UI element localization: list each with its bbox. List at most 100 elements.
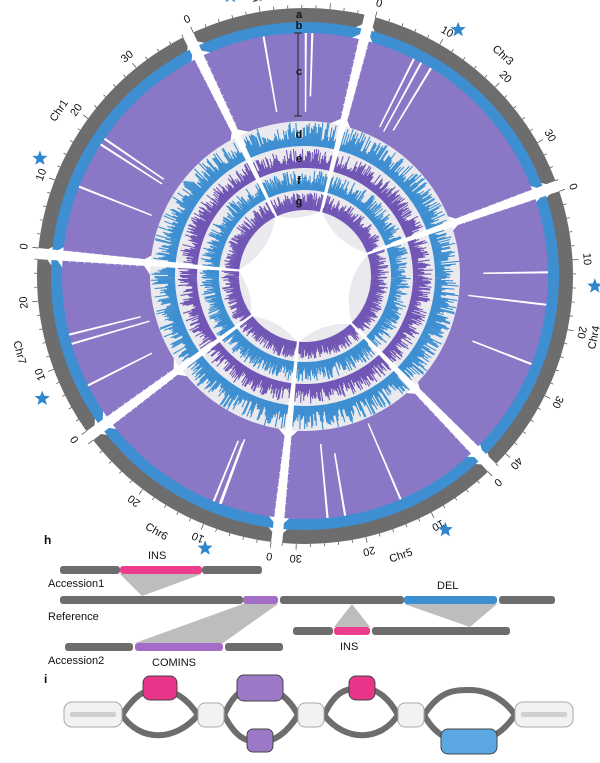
star-icon [450,21,466,37]
chromosome-chr4: 0 10 20 30 40 Chr4 [348,182,600,472]
tick-mark [357,10,359,14]
accession2-label: Accession2 [48,655,104,667]
track-d-bars [339,128,447,230]
tick-mark [164,504,167,508]
tick-mark [77,128,81,131]
tick-mark [119,470,122,474]
tick-mark [530,128,533,132]
tick-mark [418,518,421,522]
tick-mark [365,536,368,543]
node-deletion [440,728,498,755]
tick-mark [555,179,559,182]
track-f-bars [262,170,328,198]
tick-mark [405,524,408,528]
tick-mark [258,5,261,12]
track-f-bars [222,328,295,381]
tick-mark [217,19,220,23]
tick-label: 30 [289,552,302,564]
track-f-bars [200,182,267,268]
tick-label: 0 [18,243,31,250]
reference-label: Reference [48,611,99,623]
tick-mark [537,139,543,144]
tick-mark [169,41,172,45]
track-c-gap [333,453,347,516]
track-d-bars [292,370,410,430]
panel-i-label: i [44,672,47,686]
track-c-gap [100,143,163,185]
track-label-f: f [297,175,301,187]
tick-mark [550,382,554,385]
tick-mark [43,205,47,208]
track-c-gap [468,294,547,306]
track-c-gap [483,271,548,275]
circos-plot: 0102030Chr101020Chr20102030Chr3010203040… [10,0,600,565]
tick-mark [563,203,567,206]
track-d-bars [243,122,337,158]
accession-lower-segment-right [372,627,510,635]
tick-mark [68,407,72,410]
chromosome-label: Chr1 [48,98,71,124]
tick-mark [430,512,435,518]
tick-mark [42,342,46,344]
node-comins-bottom [246,728,274,753]
tick-mark [329,3,331,10]
accession2-segment-left [65,643,133,651]
panel-h-label: h [44,533,51,547]
comins-link [135,604,278,643]
tick-mark [451,49,454,52]
tick-mark [530,419,534,423]
chromosome-label: Chr3 [490,43,516,68]
reference-deletion [404,596,497,604]
ticks-chr2: 0 10 20 [182,0,359,33]
tick-mark [414,28,417,32]
ins-bottom-label: INS [340,641,358,653]
edge-3c [321,712,401,739]
tick-label: 0 [182,13,193,26]
star-icon [32,150,48,165]
tick-label: 20 [325,0,338,2]
star-icon [437,521,453,537]
tick-label: 20 [362,544,377,558]
track-f-bars [327,176,402,246]
tick-mark [46,355,50,358]
comins-label: COMINS [152,657,196,669]
tick-mark [231,14,234,19]
tick-mark [256,539,258,543]
tick-mark [443,505,446,509]
tick-mark [439,39,444,45]
tick-label: 20 [126,492,143,509]
track-c-row [137,265,174,373]
tick-mark [550,166,554,169]
track-e-bars [252,148,333,178]
tick-mark [88,439,94,445]
track-g-bars [239,316,297,358]
tick-mark [176,511,179,515]
node-1-path [70,712,116,717]
tick-mark [427,34,430,38]
track-e-bars [177,267,218,350]
tick-mark [375,11,378,18]
tick-mark [228,533,231,537]
chromosome-chr1: 0 10 20 30 Chr1 [18,34,276,270]
tick-mark [559,189,566,192]
tick-mark [204,23,207,28]
track-c-gap [472,340,532,366]
tick-label: 0 [491,476,504,489]
track-g-bars [224,201,276,270]
tick-mark [145,56,148,60]
star-icon [225,0,236,3]
tick-mark [566,217,570,219]
tick-label: 30 [119,48,136,65]
tick-label: 10 [190,529,206,545]
tick-mark [32,247,39,249]
panel-h: h INS Accession1 Reference DEL INS Acces… [44,533,555,669]
tick-mark [466,489,469,493]
track-e-bars [333,156,423,238]
edge-4a [421,687,473,718]
tick-mark [215,528,217,532]
tick-mark [560,356,564,359]
tick-mark [245,11,247,15]
ticks-chr1: 0 10 20 30 [18,34,184,250]
node-comins-top [236,674,284,702]
edge-1b [119,712,201,739]
